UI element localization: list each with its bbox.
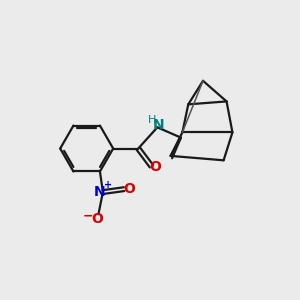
Text: O: O bbox=[149, 160, 161, 174]
Text: N: N bbox=[153, 118, 165, 132]
Text: +: + bbox=[104, 180, 112, 190]
Text: O: O bbox=[124, 182, 135, 196]
Text: O: O bbox=[91, 212, 103, 226]
Text: N: N bbox=[94, 185, 105, 199]
Text: −: − bbox=[83, 209, 93, 222]
Text: H: H bbox=[148, 115, 156, 125]
